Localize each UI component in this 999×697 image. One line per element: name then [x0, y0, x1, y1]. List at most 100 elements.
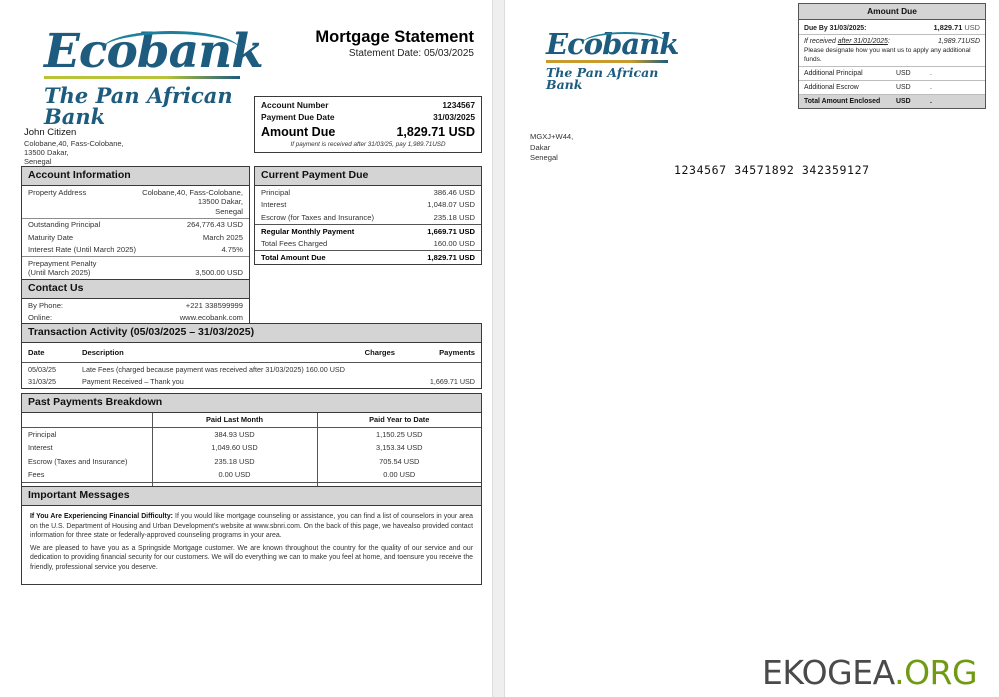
- logo-underline: [44, 76, 240, 79]
- site-watermark: EKOGEA.ORG: [762, 655, 978, 691]
- contact-phone-value: +221 338599999: [185, 300, 243, 310]
- payment-due-date-label: Payment Due Date: [261, 112, 335, 122]
- interest-rate-label: Interest Rate (Until March 2025): [28, 245, 137, 254]
- outstanding-principal-value: 264,776.43 USD: [186, 220, 243, 229]
- page-gutter-divider: [492, 0, 505, 697]
- statement-date: Statement Date: 05/03/2025: [348, 48, 474, 59]
- payment-due-date-row: Payment Due Date 31/03/2025: [261, 111, 475, 123]
- page-title: Mortgage Statement: [315, 28, 474, 46]
- transaction-activity-table: Date Description Charges Payments 05/03/…: [22, 343, 481, 388]
- late-received-label: If received after 31/01/2025:: [804, 38, 890, 45]
- column-charges: Charges: [317, 343, 401, 363]
- amount-due-row: Amount Due 1,829.71 USD: [261, 125, 475, 139]
- cell-last-month: 235.18 USD: [151, 454, 317, 469]
- additional-escrow-field[interactable]: Additional Escrow USD .: [799, 81, 985, 95]
- table-row: Total Amount Due 1,829.71 USD: [255, 250, 481, 264]
- late-currency: USD: [965, 37, 980, 45]
- cell-ytd: 1,150.25 USD: [316, 427, 481, 442]
- remittance-address-block: MGXJ+W44, Dakar Senegal: [530, 132, 573, 164]
- logo-underline: [546, 60, 668, 63]
- late-label-pre: If received: [804, 37, 838, 45]
- contact-online-label: Online:: [28, 313, 53, 322]
- property-address-row: Property Address Colobane,40, Fass-Colob…: [22, 186, 249, 218]
- escrow-value: 235.18 USD: [433, 212, 475, 222]
- table-header-row: Date Description Charges Payments: [22, 343, 481, 363]
- column-description: Description: [76, 343, 317, 363]
- due-by-value: 1,829.71: [933, 22, 963, 32]
- table-row: Principal 386.46 USD: [255, 186, 481, 199]
- interest-label: Interest: [261, 200, 287, 210]
- past-payments-table: Paid Last Month Paid Year to Date Princi…: [22, 413, 481, 497]
- important-messages-panel: Important Messages If You Are Experienci…: [21, 486, 482, 585]
- account-number-row: Account Number 1234567: [261, 99, 475, 111]
- table-row: Principal 384.93 USD 1,150.25 USD: [22, 427, 481, 442]
- contact-online-link[interactable]: www.ecobank.com: [179, 313, 243, 322]
- designate-funds-note: Please designate how you want us to appl…: [804, 46, 971, 63]
- account-information-header: Account Information: [22, 167, 249, 186]
- ecobank-logo: Ecobank The Pan African Bank: [44, 28, 264, 127]
- amount-due-panel-header: Amount Due: [799, 4, 985, 20]
- micr-account-line: 1234567 34571892 342359127: [674, 163, 870, 177]
- table-row: Outstanding Principal 264,776.43 USD: [22, 219, 249, 232]
- total-enclosed-field[interactable]: Total Amount Enclosed USD .: [799, 95, 985, 108]
- table-row: Maturity Date March 2025: [22, 231, 249, 244]
- financial-difficulty-text: If you would like mortgage counseling or…: [30, 513, 473, 540]
- contact-us-header: Contact Us: [22, 279, 249, 299]
- cell-last-month: 0.00 USD: [151, 468, 317, 483]
- cell-ytd: 3,153.34 USD: [316, 441, 481, 455]
- interest-value: 1,048.07 USD: [427, 200, 475, 210]
- additional-principal-label: Additional Principal: [804, 70, 863, 77]
- contact-online-row[interactable]: Online: www.ecobank.com: [22, 312, 249, 325]
- column-paid-last-month: Paid Last Month: [151, 413, 317, 428]
- prepayment-penalty-value: 3,500.00 USD: [195, 268, 243, 277]
- financial-difficulty-label: If You Are Experiencing Financial Diffic…: [30, 513, 173, 520]
- cell-payments: 1,669.71 USD: [429, 377, 475, 387]
- prepayment-penalty-row: Prepayment Penalty (Until March 2025) 3,…: [22, 257, 249, 279]
- late-label-date: after 31/01/2025: [837, 37, 888, 45]
- cell-last-month: 1,049.60 USD: [151, 441, 317, 455]
- prepayment-penalty-label: Prepayment Penalty (Until March 2025): [28, 258, 97, 278]
- maturity-date-label: Maturity Date: [28, 232, 74, 242]
- property-address-value: Colobane,40, Fass-Colobane, 13500 Dakar,…: [142, 187, 243, 216]
- current-payment-due-header: Current Payment Due: [255, 167, 481, 186]
- table-row: Fees 0.00 USD 0.00 USD: [22, 468, 481, 483]
- total-fees-value: 160.00 USD: [433, 239, 475, 249]
- customer-address-line2: 13500 Dakar,: [24, 148, 69, 158]
- cell-ytd: 705.54 USD: [316, 454, 481, 469]
- past-payments-breakdown-panel: Past Payments Breakdown Paid Last Month …: [21, 393, 482, 498]
- additional-principal-input[interactable]: .: [930, 70, 932, 77]
- amount-due-value: 1,829.71 USD: [396, 125, 475, 139]
- table-row: Interest 1,049.60 USD 3,153.34 USD: [22, 441, 481, 455]
- customer-address-line3: Senegal: [24, 157, 52, 167]
- table-row: Interest Rate (Until March 2025) 4.75%: [22, 244, 249, 257]
- remittance-address-line2: Dakar: [530, 142, 551, 152]
- interest-rate-value: 4.75%: [221, 245, 243, 254]
- table-row: 05/03/25 Late Fees (charged because paym…: [22, 363, 481, 376]
- cell-label: Escrow (Taxes and Insurance): [28, 456, 128, 466]
- logo-swoosh-icon: [102, 31, 240, 53]
- cell-last-month: 384.93 USD: [151, 427, 317, 442]
- due-by-row: Due By 31/03/2025: 1,829.71 USD: [799, 20, 985, 35]
- cell-label: Fees: [28, 470, 45, 480]
- total-enclosed-input[interactable]: .: [930, 98, 932, 105]
- cell-description: Late Fees (charged because payment was r…: [82, 364, 345, 374]
- table-row: Regular Monthly Payment 1,669.71 USD: [255, 224, 481, 238]
- outstanding-principal-label: Outstanding Principal: [28, 220, 101, 229]
- customer-address-block: John Citizen Colobane,40, Fass-Colobane,…: [24, 127, 234, 167]
- important-messages-header: Important Messages: [22, 487, 481, 506]
- late-label-post: :: [887, 37, 890, 45]
- account-summary-box: Account Number 1234567 Payment Due Date …: [254, 96, 482, 153]
- additional-escrow-currency: USD: [896, 84, 911, 91]
- escrow-label: Escrow (for Taxes and Insurance): [261, 212, 374, 222]
- additional-principal-field[interactable]: Additional Principal USD .: [799, 67, 985, 81]
- statement-page-left: Ecobank The Pan African Bank Mortgage St…: [0, 0, 492, 697]
- past-payments-header: Past Payments Breakdown: [22, 394, 481, 413]
- additional-escrow-input[interactable]: .: [930, 84, 932, 91]
- remittance-address-line3: Senegal: [530, 153, 558, 162]
- column-payments: Payments: [401, 343, 481, 363]
- due-by-value-group: 1,829.71 USD: [934, 23, 980, 32]
- property-address-label: Property Address: [28, 187, 87, 197]
- current-payment-due-panel: Current Payment Due Principal 386.46 USD…: [254, 166, 482, 266]
- total-fees-label: Total Fees Charged: [261, 239, 328, 249]
- due-by-label: Due By 31/03/2025:: [804, 24, 867, 32]
